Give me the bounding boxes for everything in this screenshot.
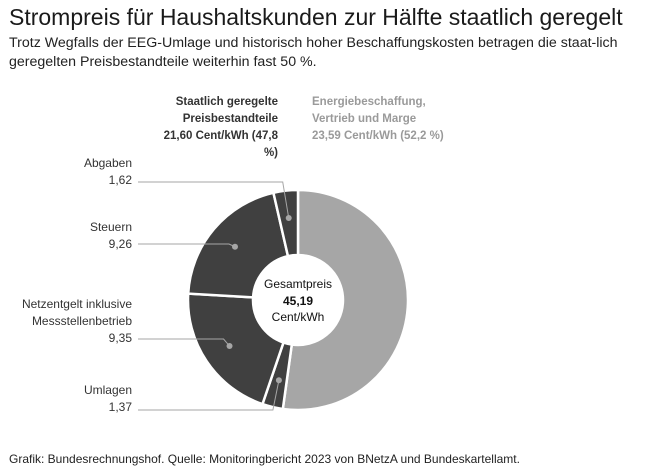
label-umlagen: Umlagen 1,37: [40, 382, 132, 416]
label-abgaben: Abgaben 1,62: [40, 155, 132, 189]
chart-title: Strompreis für Haushaltskunden zur Hälft…: [9, 4, 623, 30]
leader-dot-abgaben: [285, 215, 292, 222]
label-steuern: Steuern 9,26: [40, 219, 132, 253]
state-group-line-3: 21,60 Cent/kWh (47,8 %): [163, 130, 278, 159]
label-abgaben-value: 1,62: [108, 173, 132, 187]
label-abgaben-name: Abgaben: [83, 156, 132, 170]
slice-netzentgelt: [186, 292, 286, 406]
market-group-label: Energiebeschaffung, Vertrieb und Marge 2…: [312, 94, 512, 145]
slice-abgaben: [271, 188, 300, 258]
leader-dot-umlagen: [275, 377, 282, 384]
label-steuern-name: Steuern: [89, 220, 132, 234]
center-label: Gesamtpreis: [263, 277, 333, 291]
label-netzentgelt: Netzentgelt inklusive Messstellenbetrieb…: [4, 296, 132, 347]
source-footer: Grafik: Bundesrechnungshof. Quelle: Moni…: [9, 452, 520, 466]
label-netzentgelt-value: 9,35: [108, 331, 132, 345]
label-umlagen-name: Umlagen: [83, 383, 132, 397]
leader-dot-netzentgelt: [226, 343, 233, 350]
state-group-label: Staatlich geregelte Preisbestandteile 21…: [150, 94, 278, 162]
market-group-line-2: Vertrieb und Marge: [312, 113, 417, 125]
label-netzentgelt-name-2: Messstellenbetrieb: [31, 314, 132, 328]
label-steuern-value: 9,26: [108, 237, 132, 251]
leader-line-umlagen: [138, 380, 280, 411]
leader-line-netzentgelt: [138, 338, 230, 347]
leader-dot-steuern: [231, 243, 238, 250]
center-unit: Cent/kWh: [271, 310, 325, 324]
slice-markt: [281, 188, 410, 412]
market-group-line-1: Energiebeschaffung,: [312, 96, 426, 108]
chart-subtitle: Trotz Wegfalls der EEG-Umlage und histor…: [9, 35, 618, 70]
state-group-line-1: Staatlich geregelte: [175, 96, 278, 108]
label-netzentgelt-name-1: Netzentgelt inklusive: [21, 297, 132, 311]
slice-steuern: [186, 191, 290, 299]
market-group-line-3: 23,59 Cent/kWh (52,2 %): [312, 130, 444, 142]
donut-center: Gesamtpreis 45,19 Cent/kWh: [243, 276, 353, 326]
center-value: 45,19: [282, 293, 314, 308]
label-umlagen-value: 1,37: [108, 400, 132, 414]
leader-line-abgaben: [138, 181, 290, 219]
state-group-line-2: Preisbestandteile: [182, 113, 278, 125]
